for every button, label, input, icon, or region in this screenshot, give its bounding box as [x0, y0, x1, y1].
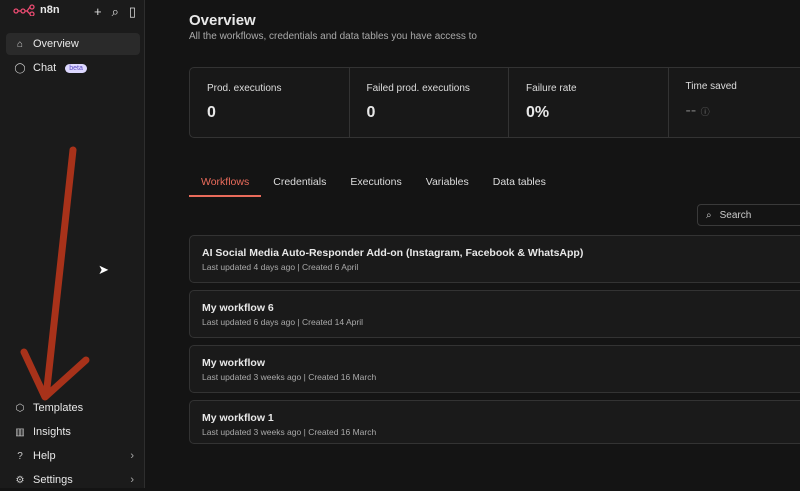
sidebar-item-settings[interactable]: ⚙ Settings › — [6, 469, 140, 491]
sidebar-item-templates[interactable]: ⬡ Templates — [6, 397, 140, 419]
workflow-card[interactable]: My workflow 6 Last updated 6 days ago | C… — [189, 290, 800, 338]
sidebar: n8n + ⌕ ▯ ⌂ Overview ◯ Chat beta ⬡ Templates… — [0, 0, 145, 488]
stat-time-saved[interactable]: Time saved -- ⓘ — [669, 68, 800, 137]
chevron-right-icon: › — [130, 450, 134, 462]
sidebar-item-label: Chat — [33, 62, 57, 74]
workflow-created: Created 6 April — [302, 262, 359, 272]
tab-workflows[interactable]: Workflows — [189, 176, 262, 197]
help-icon: ? — [17, 450, 23, 462]
chat-icon: ◯ — [14, 62, 26, 74]
sidebar-item-overview[interactable]: ⌂ Overview — [6, 33, 140, 55]
chevron-right-icon: › — [130, 474, 134, 486]
chart-icon: ▥ — [15, 426, 25, 438]
sidebar-item-help[interactable]: ? Help › — [6, 445, 140, 467]
home-icon: ⌂ — [16, 38, 24, 50]
workflow-created: Created 16 March — [308, 427, 377, 437]
main-content: Overview All the workflows, credentials … — [146, 0, 800, 488]
tabs: Workflows Credentials Executions Variabl… — [189, 176, 558, 197]
stat-value: -- — [685, 102, 697, 119]
search-input[interactable]: ⌕ Search — [697, 204, 800, 226]
workflow-card[interactable]: AI Social Media Auto-Responder Add-on (I… — [189, 235, 800, 283]
n8n-logo-icon — [13, 4, 35, 16]
stat-label: Failure rate — [526, 83, 577, 94]
stat-label: Time saved — [685, 81, 737, 92]
stat-label: Failed prod. executions — [366, 83, 470, 94]
search-placeholder: Search — [719, 209, 752, 221]
sidebar-item-label: Overview — [33, 38, 79, 50]
workflow-updated: Last updated 3 weeks ago — [202, 427, 302, 437]
plus-icon[interactable]: + — [93, 4, 102, 19]
search-icon[interactable]: ⌕ — [111, 4, 119, 19]
workflow-created: Created 14 April — [302, 317, 363, 327]
stat-prod-executions[interactable]: Prod. executions 0 — [190, 68, 350, 137]
app-name: n8n — [40, 4, 60, 16]
beta-badge: beta — [65, 63, 87, 73]
tab-credentials[interactable]: Credentials — [273, 176, 327, 188]
workflow-name: My workflow — [202, 357, 266, 369]
stat-failure-rate[interactable]: Failure rate 0% — [509, 68, 669, 137]
workflow-updated: Last updated 6 days ago — [202, 317, 296, 327]
stat-failed-executions[interactable]: Failed prod. executions 0 — [350, 68, 510, 137]
n8n-logo[interactable]: n8n — [13, 4, 60, 16]
sidebar-item-label: Settings — [33, 474, 73, 486]
gear-icon: ⚙ — [15, 474, 25, 486]
workflow-name: AI Social Media Auto-Responder Add-on (I… — [202, 247, 584, 259]
stat-value: 0 — [207, 104, 216, 121]
stat-value: 0% — [526, 104, 550, 121]
workflow-created: Created 16 March — [308, 372, 377, 382]
stat-value: 0 — [366, 104, 376, 121]
mouse-cursor-icon: ➤ — [98, 262, 109, 277]
workflow-card[interactable]: My workflow Last updated 3 weeks ago | Cr… — [189, 345, 800, 393]
workflow-updated: Last updated 4 days ago — [202, 262, 296, 272]
tab-variables[interactable]: Variables — [425, 176, 469, 188]
search-icon: ⌕ — [706, 209, 712, 221]
sidebar-item-insights[interactable]: ▥ Insights — [6, 421, 140, 443]
workflow-name: My workflow 1 — [202, 412, 274, 424]
workflow-updated: Last updated 3 weeks ago — [202, 372, 302, 382]
sidebar-item-label: Templates — [33, 402, 84, 414]
sidebar-item-label: Insights — [33, 426, 71, 438]
workflow-name: My workflow 6 — [202, 302, 274, 314]
stats-panel: Prod. executions 0 Failed prod. execution… — [189, 67, 800, 138]
info-icon[interactable]: ⓘ — [700, 107, 710, 117]
templates-icon: ⬡ — [15, 402, 25, 414]
tab-data-tables[interactable]: Data tables — [492, 176, 546, 188]
workflow-card[interactable]: My workflow 1 Last updated 3 weeks ago | … — [189, 400, 800, 444]
page-title: Overview — [189, 12, 256, 29]
tab-executions[interactable]: Executions — [350, 176, 402, 188]
sidebar-item-label: Help — [33, 450, 56, 462]
page-subtitle: All the workflows, credentials and data … — [189, 31, 477, 42]
sidebar-toggle-icon[interactable]: ▯ — [128, 4, 136, 19]
stat-label: Prod. executions — [207, 83, 282, 94]
sidebar-item-chat[interactable]: ◯ Chat beta — [6, 57, 140, 79]
